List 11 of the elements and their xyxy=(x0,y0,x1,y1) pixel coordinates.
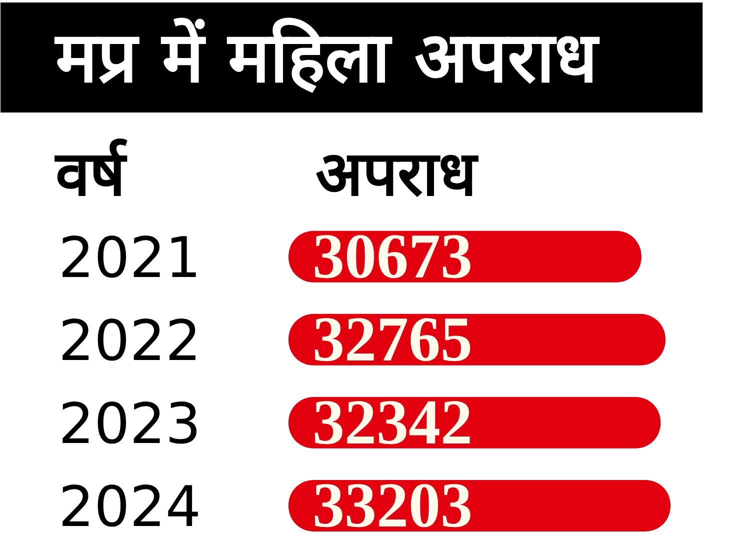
data-label: 32765 xyxy=(312,304,472,375)
data-label: 33203 xyxy=(312,470,472,541)
y-axis-title: वर्ष xyxy=(54,137,128,210)
y-tick-label: 2024 xyxy=(58,475,202,540)
y-tick-label: 2021 xyxy=(58,226,202,292)
data-label: 30673 xyxy=(312,220,472,292)
data-label: 32342 xyxy=(312,386,472,458)
chart-title: मप्र में महिला अपराध xyxy=(54,16,601,98)
y-tick-label: 2022 xyxy=(58,309,202,374)
x-axis-title: अपराध xyxy=(316,137,478,210)
y-tick-label: 2023 xyxy=(58,392,202,458)
